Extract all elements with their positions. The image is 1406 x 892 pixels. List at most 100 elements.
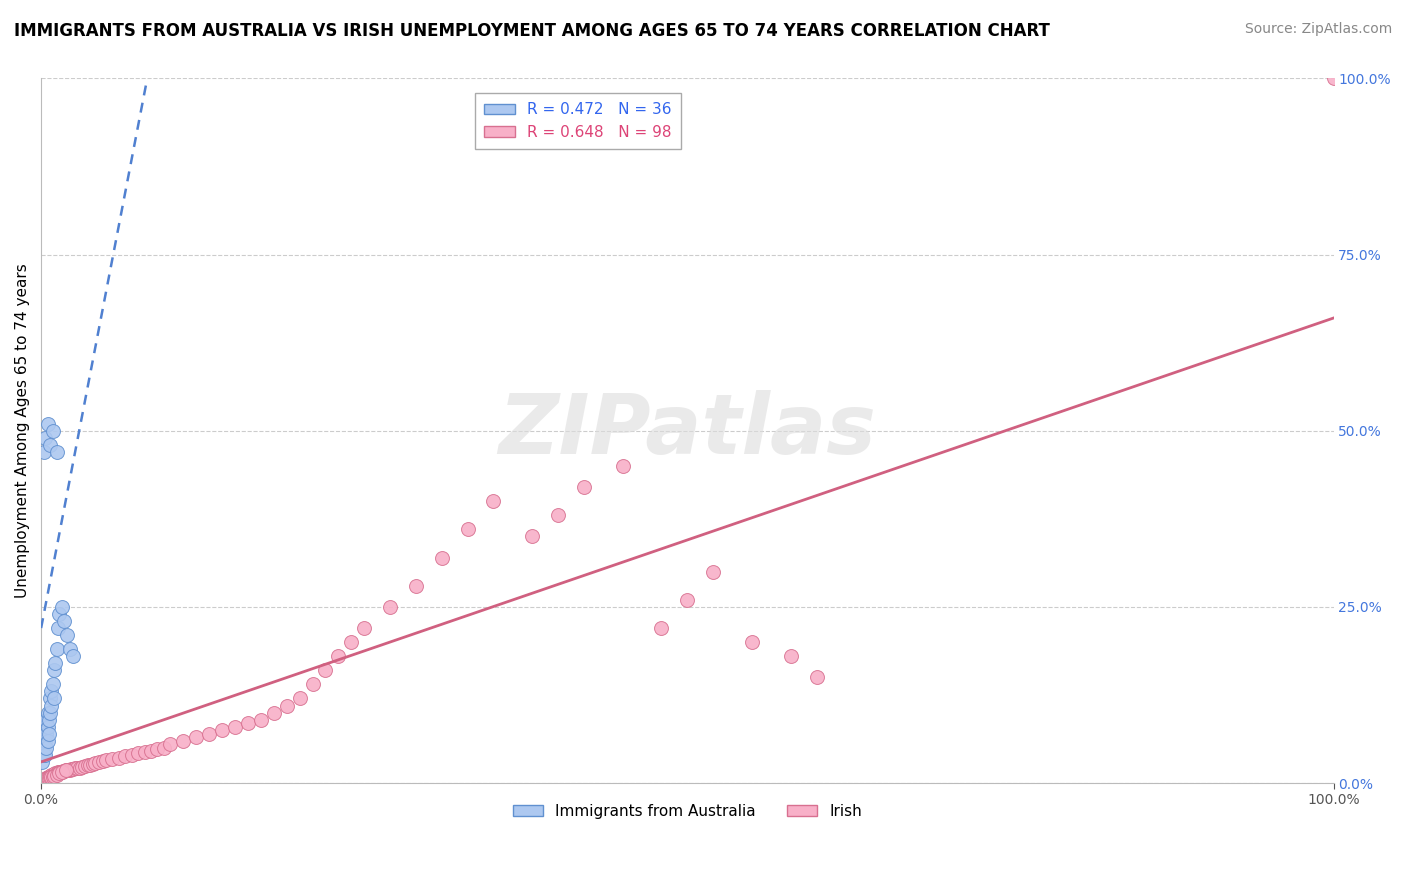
Point	[172, 733, 194, 747]
Point	[42, 677, 65, 691]
Point	[34, 747, 56, 762]
Point	[32, 740, 55, 755]
Point	[82, 757, 104, 772]
Point	[572, 480, 595, 494]
Point	[53, 614, 76, 628]
Point	[779, 649, 801, 664]
Text: ZIPatlas: ZIPatlas	[498, 391, 876, 471]
Point	[51, 764, 73, 779]
Point	[702, 565, 724, 579]
Point	[46, 621, 69, 635]
Point	[806, 670, 828, 684]
Point	[38, 727, 60, 741]
Point	[1322, 71, 1344, 86]
Point	[48, 607, 70, 621]
Point	[55, 764, 77, 778]
Point	[42, 424, 65, 438]
Point	[91, 754, 114, 768]
Point	[53, 764, 76, 778]
Point	[276, 698, 298, 713]
Point	[34, 772, 56, 786]
Point	[73, 759, 96, 773]
Point	[37, 771, 59, 785]
Point	[34, 772, 56, 787]
Point	[101, 752, 124, 766]
Point	[37, 733, 59, 747]
Point	[741, 635, 763, 649]
Point	[66, 760, 89, 774]
Point	[31, 772, 53, 787]
Point	[39, 438, 62, 452]
Point	[107, 750, 129, 764]
Point	[39, 706, 62, 720]
Point	[35, 727, 58, 741]
Point	[35, 772, 58, 786]
Point	[198, 727, 221, 741]
Point	[186, 731, 208, 745]
Point	[69, 760, 91, 774]
Point	[650, 621, 672, 635]
Point	[114, 749, 136, 764]
Point	[288, 691, 311, 706]
Point	[44, 766, 66, 780]
Point	[89, 755, 111, 769]
Point	[31, 755, 53, 769]
Point	[250, 713, 273, 727]
Point	[63, 761, 86, 775]
Point	[39, 770, 62, 784]
Point	[139, 744, 162, 758]
Point	[84, 756, 107, 771]
Point	[41, 698, 63, 713]
Point	[58, 763, 80, 777]
Point	[430, 550, 453, 565]
Point	[353, 621, 375, 635]
Point	[32, 445, 55, 459]
Point	[35, 771, 58, 785]
Point	[121, 747, 143, 762]
Point	[39, 691, 62, 706]
Point	[301, 677, 323, 691]
Point	[94, 754, 117, 768]
Point	[62, 762, 84, 776]
Point	[38, 770, 60, 784]
Point	[79, 757, 101, 772]
Point	[37, 771, 59, 785]
Point	[76, 758, 98, 772]
Point	[37, 771, 59, 785]
Y-axis label: Unemployment Among Ages 65 to 74 years: Unemployment Among Ages 65 to 74 years	[15, 263, 30, 599]
Point	[378, 599, 401, 614]
Point	[41, 768, 63, 782]
Point	[263, 706, 285, 720]
Point	[42, 767, 65, 781]
Point	[37, 706, 59, 720]
Point	[37, 417, 59, 431]
Point	[45, 445, 67, 459]
Text: IMMIGRANTS FROM AUSTRALIA VS IRISH UNEMPLOYMENT AMONG AGES 65 TO 74 YEARS CORREL: IMMIGRANTS FROM AUSTRALIA VS IRISH UNEMP…	[14, 22, 1050, 40]
Point	[45, 642, 67, 657]
Point	[32, 772, 55, 787]
Point	[236, 716, 259, 731]
Point	[31, 772, 53, 787]
Point	[58, 642, 80, 657]
Point	[42, 767, 65, 781]
Point	[42, 691, 65, 706]
Point	[42, 663, 65, 677]
Point	[153, 740, 176, 755]
Point	[35, 713, 58, 727]
Point	[62, 649, 84, 664]
Point	[56, 764, 79, 778]
Point	[42, 769, 65, 783]
Point	[522, 529, 544, 543]
Point	[44, 657, 66, 671]
Legend: Immigrants from Australia, Irish: Immigrants from Australia, Irish	[506, 797, 868, 825]
Point	[32, 747, 55, 762]
Point	[35, 740, 58, 755]
Point	[45, 766, 67, 780]
Point	[52, 764, 75, 778]
Point	[72, 760, 94, 774]
Point	[34, 720, 56, 734]
Point	[340, 635, 363, 649]
Point	[37, 720, 59, 734]
Point	[46, 765, 69, 780]
Point	[612, 458, 634, 473]
